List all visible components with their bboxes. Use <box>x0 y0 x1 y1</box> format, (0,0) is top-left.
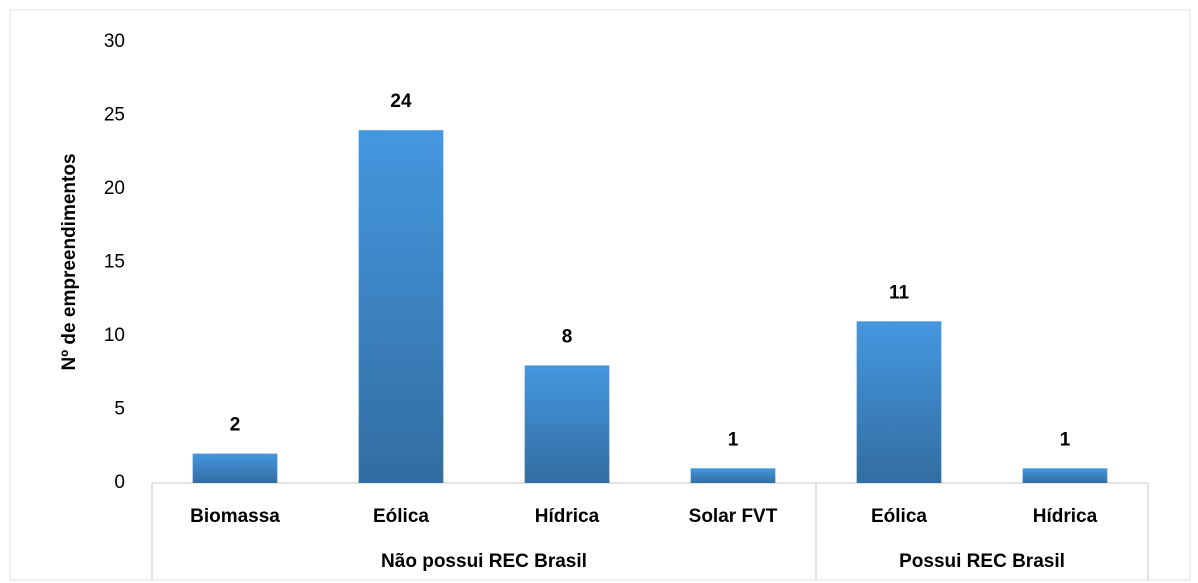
bar <box>1022 468 1108 483</box>
data-label: 11 <box>889 282 910 303</box>
y-tick-label: 30 <box>104 31 125 52</box>
data-label: 24 <box>390 91 412 112</box>
data-label: 1 <box>728 429 739 450</box>
y-tick-label: 10 <box>104 325 125 346</box>
x-tick-label: Hídrica <box>1033 506 1098 527</box>
y-tick-label: 25 <box>104 105 125 126</box>
y-tick-label: 15 <box>104 252 125 273</box>
data-label: 1 <box>1060 429 1071 450</box>
bar <box>192 453 278 483</box>
x-tick-label: Hídrica <box>535 506 600 527</box>
y-tick-label: 20 <box>104 178 125 199</box>
y-axis-title: Nº de empreendimentos <box>59 153 80 370</box>
data-label: 8 <box>562 326 573 347</box>
x-tick-label: Solar FVT <box>689 506 778 527</box>
y-tick-label: 0 <box>114 472 125 493</box>
y-tick-label: 5 <box>114 399 125 420</box>
group-label: Não possui REC Brasil <box>381 551 587 572</box>
x-tick-label: Biomassa <box>190 506 280 527</box>
x-tick-label: Eólica <box>373 506 429 527</box>
chart-frame <box>9 9 1191 581</box>
bar <box>524 365 610 483</box>
bar <box>358 130 444 483</box>
group-label: Possui REC Brasil <box>899 551 1065 572</box>
data-label: 2 <box>230 415 241 436</box>
bar <box>690 468 776 483</box>
x-tick-label: Eólica <box>871 506 927 527</box>
bar <box>856 321 942 483</box>
